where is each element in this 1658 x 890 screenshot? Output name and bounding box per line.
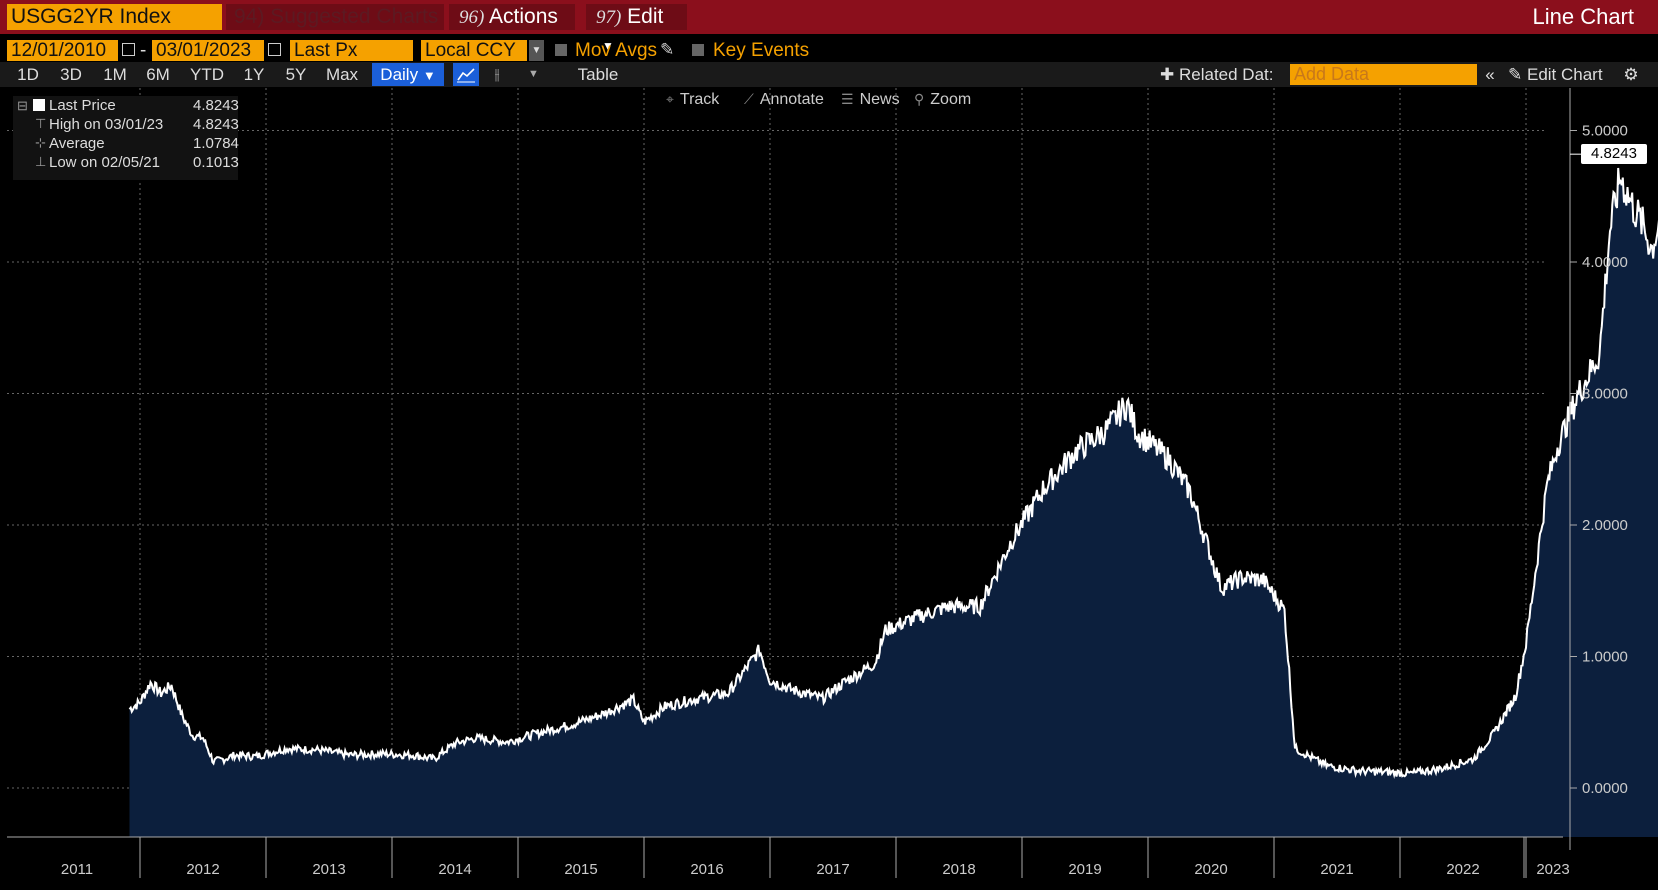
related-data-button[interactable]: ✚ Related Dat: — [1160, 62, 1288, 87]
suggested-charts-button[interactable]: 94) Suggested Charts — [226, 4, 444, 30]
bar-chart-icon[interactable]: ⫲ — [494, 66, 500, 83]
pencil-icon[interactable]: ✎ — [660, 40, 675, 59]
average-label: Average — [49, 135, 105, 152]
edit-label: Edit — [627, 5, 664, 28]
track-tool[interactable]: ⌖ Track — [666, 88, 719, 110]
crosshair-icon: ⌖ — [666, 91, 674, 107]
ticker-field[interactable]: USGG2YR Index — [7, 4, 222, 30]
pencil-icon: ✎ — [1508, 65, 1523, 84]
chevron-down-icon[interactable]: ▼ — [529, 40, 544, 61]
low-label: Low on 02/05/21 — [49, 154, 160, 171]
calendar-icon[interactable] — [268, 43, 281, 56]
last-price-value: 4.8243 — [193, 97, 239, 114]
collapse-icon[interactable]: « — [1485, 65, 1495, 84]
x-tick-label: 2023 — [1536, 861, 1569, 878]
y-tick-label: 4.0000 — [1582, 254, 1628, 271]
edit-number: 97) — [596, 7, 622, 28]
actions-label: Actions — [489, 5, 558, 28]
currency-selector[interactable]: Local CCY — [421, 40, 527, 61]
mov-avgs-checkbox[interactable] — [555, 44, 567, 56]
actions-number: 96) — [459, 7, 485, 28]
zoom-tool[interactable]: ⚲ Zoom — [914, 88, 971, 110]
news-icon: ☰ — [841, 91, 854, 107]
frequency-label: Daily — [380, 65, 419, 84]
gear-icon[interactable]: ⚙ — [1623, 65, 1639, 84]
y-tick-label: 0.0000 — [1582, 780, 1628, 797]
line-chart-glyph — [457, 68, 475, 83]
key-events-label[interactable]: Key Events — [713, 40, 810, 61]
key-events-checkbox[interactable] — [692, 44, 704, 56]
timeframe-5y[interactable]: 5Y — [285, 65, 307, 84]
high-marker-icon: ⊤ — [35, 116, 47, 131]
annotate-label: Annotate — [759, 91, 824, 108]
start-date-field[interactable]: 12/01/2010 — [7, 40, 118, 61]
timeframe-1d[interactable]: 1D — [17, 65, 39, 84]
timeframe-3d[interactable]: 3D — [60, 65, 82, 84]
x-tick-label: 2022 — [1446, 861, 1479, 878]
y-tick-label: 3.0000 — [1582, 386, 1628, 403]
y-tick-label: 5.0000 — [1582, 123, 1628, 140]
low-marker-icon: ⊥ — [35, 154, 47, 169]
last-price-label: Last Price — [49, 97, 116, 114]
x-tick-label: 2012 — [186, 861, 219, 878]
x-tick-label: 2018 — [942, 861, 975, 878]
related-data-label: Related Dat: — [1178, 65, 1274, 84]
zoom-label: Zoom — [930, 91, 972, 108]
last-value-badge: 4.8243 — [1581, 144, 1647, 165]
calendar-icon[interactable] — [122, 43, 135, 56]
x-tick-label: 2021 — [1320, 861, 1353, 878]
edit-menu-button[interactable]: 97) Edit ▼ — [586, 4, 687, 53]
x-tick-label: 2011 — [61, 861, 93, 878]
x-tick-label: 2016 — [690, 861, 723, 878]
series-swatch — [33, 99, 45, 111]
high-label: High on 03/01/23 — [49, 116, 164, 133]
annotate-tool[interactable]: ⟋ Annotate — [744, 88, 824, 110]
field-selector[interactable]: Last Px — [290, 40, 413, 61]
chevron-down-icon: ▼ — [422, 68, 436, 83]
frequency-dropdown[interactable]: Daily ▼ — [372, 63, 444, 86]
high-value: 4.8243 — [193, 116, 239, 133]
timeframe-1m[interactable]: 1M — [103, 65, 127, 84]
date-separator: - — [140, 40, 147, 61]
timeframe-max[interactable]: Max — [325, 65, 359, 84]
legend: ⊟ Last Price 4.8243 ⊤ High on 03/01/23 4… — [13, 96, 239, 180]
x-tick-label: 2017 — [816, 861, 849, 878]
chevron-down-icon[interactable]: ▼ — [528, 68, 539, 80]
timeframe-ytd[interactable]: YTD — [190, 65, 224, 84]
mov-avgs-label[interactable]: Mov Avgs — [575, 40, 658, 61]
timeframe-6m[interactable]: 6M — [146, 65, 170, 84]
low-value: 0.1013 — [193, 154, 239, 171]
x-tick-label: 2019 — [1068, 861, 1101, 878]
magnifier-icon: ⚲ — [914, 91, 925, 107]
average-value: 1.0784 — [193, 135, 239, 152]
edit-chart-button[interactable]: ✎ Edit Chart — [1508, 62, 1613, 87]
table-button[interactable]: Table — [577, 65, 619, 84]
edit-chart-label: Edit Chart — [1526, 65, 1603, 84]
chart-area[interactable]: 5.0000 4.0000 3.0000 2.0000 1.0000 0.0000 2011… — [0, 86, 1658, 890]
collapse-box-icon[interactable]: ⊟ — [17, 98, 28, 113]
average-marker-icon: ⊹ — [35, 135, 46, 150]
track-label: Track — [679, 91, 720, 108]
x-tick-label: 2015 — [564, 861, 597, 878]
end-date-field[interactable]: 03/01/2023 — [152, 40, 264, 61]
pencil-icon: ⟋ — [744, 91, 754, 107]
news-label: News — [859, 91, 900, 108]
y-tick-label: 2.0000 — [1582, 517, 1628, 534]
series-area — [129, 168, 1658, 837]
plus-icon: ✚ — [1160, 65, 1175, 84]
x-tick-label: 2014 — [438, 861, 471, 878]
actions-button[interactable]: 96) Actions ▼ — [449, 4, 575, 53]
x-tick-label: 2020 — [1194, 861, 1227, 878]
chart-type-label: Line Chart — [1532, 4, 1634, 29]
chevron-down-icon: ▼ — [602, 39, 614, 53]
line-chart-icon[interactable] — [453, 63, 479, 86]
x-tick-label: 2013 — [312, 861, 345, 878]
add-data-input[interactable]: Add Data — [1290, 64, 1477, 85]
y-tick-label: 1.0000 — [1582, 649, 1628, 666]
series-line — [128, 167, 1658, 780]
news-tool[interactable]: ☰ News — [841, 88, 900, 110]
timeframe-1y[interactable]: 1Y — [243, 65, 265, 84]
